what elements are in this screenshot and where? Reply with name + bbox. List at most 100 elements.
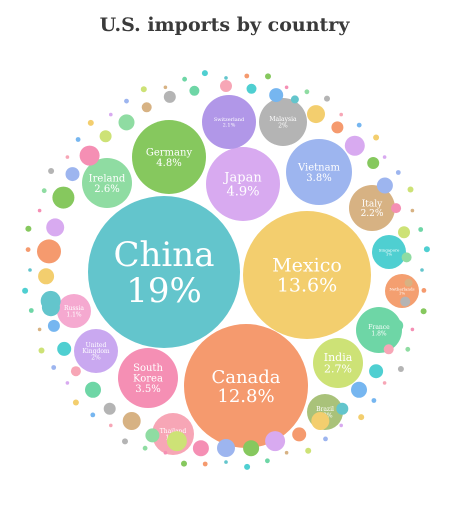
tiny-bubble <box>22 287 29 294</box>
small-bubble <box>79 145 100 166</box>
small-bubble <box>47 319 60 332</box>
tiny-bubble <box>140 86 147 93</box>
bubble-ireland <box>82 158 132 208</box>
bubble-singapore <box>372 235 406 269</box>
bubble-label-south-korea: South Korea <box>133 363 163 385</box>
tiny-bubble <box>87 119 94 126</box>
bubble-mexico <box>243 211 371 339</box>
tiny-bubble <box>202 461 208 467</box>
bubble-russia <box>57 294 91 328</box>
tiny-bubble <box>142 445 148 451</box>
small-bubble <box>37 239 61 264</box>
small-bubble <box>336 402 349 415</box>
tiny-bubble <box>423 246 430 253</box>
bubble-value-switzerland: 2.1% <box>223 122 236 128</box>
tiny-bubble <box>124 98 129 104</box>
tiny-bubble <box>41 188 47 194</box>
small-bubble <box>344 135 365 156</box>
tiny-bubble <box>224 76 228 80</box>
tiny-bubble <box>90 412 96 418</box>
small-bubble <box>166 431 187 452</box>
tiny-bubble <box>382 381 387 385</box>
tiny-bubble <box>284 450 289 455</box>
small-bubble <box>391 319 404 332</box>
bubble-value-japan: 4.9% <box>226 184 259 199</box>
tiny-bubble <box>418 227 424 232</box>
tiny-bubble <box>201 70 208 77</box>
tiny-bubble <box>371 398 377 403</box>
tiny-bubble <box>122 438 128 445</box>
tiny-bubble <box>356 122 362 128</box>
bubble-united-kingdom <box>74 329 118 373</box>
tiny-bubble <box>37 327 42 332</box>
small-bubble <box>192 440 209 457</box>
small-bubble <box>400 296 411 307</box>
bubble-vietnam <box>286 139 352 205</box>
bubble-label-switzerland: Switzerland <box>214 117 245 123</box>
small-bubble <box>246 83 257 94</box>
bubble-label-thailand: Thailand <box>160 428 187 435</box>
small-bubble <box>351 381 367 398</box>
bubble-value-canada: 12.8% <box>217 386 274 407</box>
tiny-bubble <box>304 89 310 95</box>
bubble-value-india: 2.7% <box>324 363 352 376</box>
small-bubble <box>391 203 402 214</box>
bubble-label-brazil: Brazil <box>316 406 334 413</box>
tiny-bubble <box>339 423 344 428</box>
bubble-label-china: China <box>114 235 215 275</box>
bubble-value-ireland: 2.6% <box>94 184 119 195</box>
small-bubble <box>145 428 160 443</box>
bubble-label-italy: Italy <box>362 199 383 209</box>
bubble-label-india: India <box>324 351 353 364</box>
tiny-bubble <box>109 423 113 428</box>
bubble-south-korea <box>118 348 178 408</box>
bubble-italy <box>349 185 395 231</box>
bubble-label-canada: Canada <box>211 367 280 388</box>
bubble-value-italy: 2.2% <box>361 209 384 219</box>
small-bubble <box>311 412 330 430</box>
small-bubble <box>99 130 112 143</box>
bubble-label-germany: Germany <box>146 147 193 158</box>
tiny-bubble <box>410 208 415 213</box>
tiny-bubble <box>109 112 113 117</box>
bubble-value-united-kingdom: 2% <box>91 354 101 361</box>
small-bubble <box>118 114 135 131</box>
small-bubble <box>243 440 260 457</box>
tiny-bubble <box>182 76 188 82</box>
bubble-label-vietnam: Vietnam <box>297 162 341 173</box>
tiny-bubble <box>25 225 32 232</box>
bubble-value-germany: 4.8% <box>156 158 181 169</box>
small-bubble <box>401 252 412 263</box>
small-bubble <box>292 427 307 442</box>
tiny-bubble <box>244 463 251 470</box>
tiny-bubble <box>284 85 289 90</box>
bubble-malaysia <box>259 98 307 146</box>
small-bubble <box>265 431 286 452</box>
tiny-bubble <box>265 73 271 80</box>
bubble-value-vietnam: 3.8% <box>306 173 331 184</box>
tiny-bubble <box>373 134 380 141</box>
bubble-label-united-kingdom: United Kingdom <box>82 342 110 355</box>
small-bubble <box>217 439 235 457</box>
bubble-switzerland <box>202 95 256 149</box>
small-bubble <box>331 121 344 134</box>
bubble-germany <box>132 120 206 194</box>
small-bubble <box>307 105 325 124</box>
small-bubble <box>189 85 200 96</box>
tiny-bubble <box>395 170 401 175</box>
tiny-bubble <box>181 460 187 467</box>
tiny-bubble <box>75 137 81 142</box>
tiny-bubble <box>65 381 70 385</box>
bubble-label-mexico: Mexico <box>272 255 342 277</box>
small-bubble <box>383 344 394 355</box>
small-bubble <box>398 226 410 239</box>
bubble-value-russia: 1.1% <box>66 311 82 318</box>
small-bubble <box>122 412 141 430</box>
tiny-bubble <box>224 460 228 464</box>
tiny-bubble <box>37 208 42 213</box>
tiny-bubble <box>48 168 55 174</box>
small-bubble <box>52 186 75 209</box>
bubble-value-malaysia: 2% <box>278 122 288 129</box>
small-bubble <box>38 268 55 285</box>
